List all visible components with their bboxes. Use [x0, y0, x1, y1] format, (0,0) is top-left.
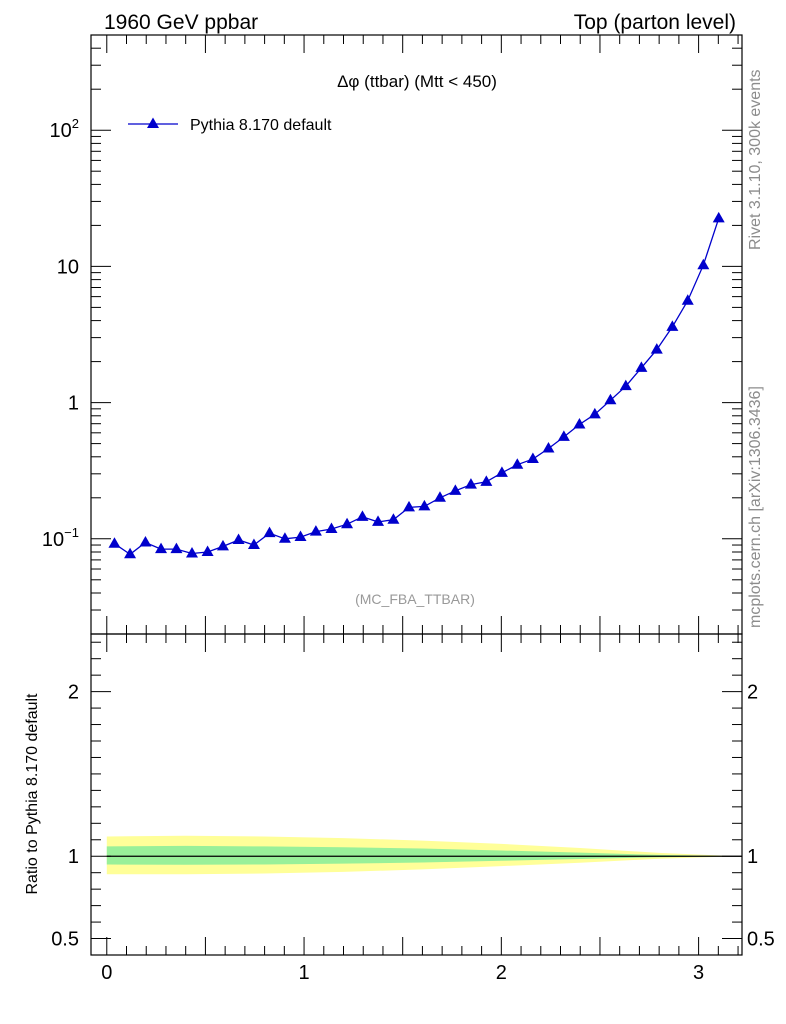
data-point-marker [697, 258, 710, 270]
y-tick-label: 1 [68, 393, 79, 415]
data-point-marker [124, 547, 137, 559]
data-point-marker [247, 538, 260, 550]
data-point-marker [108, 537, 121, 548]
data-point-marker [232, 533, 245, 544]
data-point-marker [294, 530, 307, 542]
y-tick-label: 102 [50, 116, 79, 142]
header-right: Top (parton level) [574, 11, 736, 34]
ratio-y-tick-label-right: 0.5 [747, 929, 775, 951]
rivet-label: Rivet 3.1.10, 300k events [747, 69, 764, 250]
ratio-panel: 0.5 1 2 0.5 1 2 0 1 2 3 Ratio to Pythia 8.170 d… [24, 633, 775, 984]
data-point-marker [387, 513, 400, 524]
data-point-marker [449, 484, 462, 495]
x-tick-labels: 0 1 2 3 [101, 962, 704, 984]
main-title: Δφ (ttbar) (Mtt < 450) [337, 72, 497, 91]
x-tick-label: 2 [496, 962, 507, 984]
y-tick-label: 10 [57, 256, 79, 278]
data-point-marker [480, 475, 493, 486]
data-point-marker [557, 430, 570, 441]
ratio-y-tick-label: 2 [68, 682, 79, 704]
ratio-band-inner [106, 845, 739, 865]
main-axis-ticks [91, 34, 742, 955]
data-point-marker [170, 542, 183, 554]
main-y-tick-labels: 10−1 1 10 102 [42, 116, 79, 551]
x-tick-label: 1 [298, 962, 309, 984]
ratio-axis-ticks [91, 641, 742, 956]
data-point-marker [588, 407, 601, 419]
data-point-marker [155, 542, 168, 554]
x-tick-label: 0 [101, 962, 112, 984]
data-point-marker [372, 515, 385, 526]
data-point-marker [216, 539, 229, 551]
data-point-marker [511, 458, 524, 469]
data-point-marker [433, 491, 446, 502]
data-point-marker [526, 452, 539, 464]
ratio-y-tick-label: 1 [68, 846, 79, 868]
ratio-y-tick-labels: 0.5 1 2 [51, 682, 79, 951]
data-point-marker [464, 478, 477, 489]
legend: Pythia 8.170 default [128, 117, 332, 134]
data-point-marker [666, 320, 679, 331]
data-point-marker [681, 294, 694, 305]
data-point-marker [403, 500, 416, 512]
data-point-marker [635, 361, 648, 372]
data-point-marker [139, 535, 152, 547]
legend-marker [147, 117, 159, 128]
mcplots-label: mcplots.cern.ch [arXiv:1306.3436] [747, 386, 764, 628]
data-point-marker [495, 466, 508, 477]
series-markers [108, 211, 725, 559]
ratio-y-tick-label-right: 1 [747, 846, 758, 868]
data-point-marker [356, 510, 369, 521]
main-panel: 10−1 1 10 102 Δφ (ttbar) (Mtt < 450) (MC_FB… [42, 34, 743, 955]
ratio-y-tick-labels-right: 0.5 1 2 [747, 682, 775, 951]
ratio-y-tick-label: 0.5 [51, 929, 79, 951]
data-point-marker [619, 379, 632, 391]
header-left: 1960 GeV ppbar [104, 11, 258, 34]
data-point-marker [278, 532, 291, 543]
main-frame [90, 34, 743, 635]
data-point-marker [418, 499, 431, 511]
data-point-marker [325, 522, 338, 534]
ratio-frame [90, 633, 743, 956]
y-tick-label: 10−1 [42, 525, 79, 551]
data-point-marker [650, 343, 663, 354]
ratio-y-axis-label: Ratio to Pythia 8.170 default [24, 693, 41, 895]
data-point-marker [604, 393, 617, 405]
x-tick-label: 3 [693, 962, 704, 984]
ratio-y-tick-label-right: 2 [747, 682, 758, 704]
series-line [114, 218, 720, 556]
watermark-label: (MC_FBA_TTBAR) [355, 591, 475, 607]
data-point-marker [309, 525, 322, 536]
data-point-marker [341, 517, 354, 529]
data-point-marker [263, 526, 276, 538]
data-point-marker [186, 546, 199, 558]
legend-label: Pythia 8.170 default [190, 117, 332, 134]
data-point-marker [712, 211, 725, 223]
data-point-marker [542, 442, 555, 453]
data-point-marker [201, 545, 214, 556]
data-point-marker [573, 418, 586, 429]
